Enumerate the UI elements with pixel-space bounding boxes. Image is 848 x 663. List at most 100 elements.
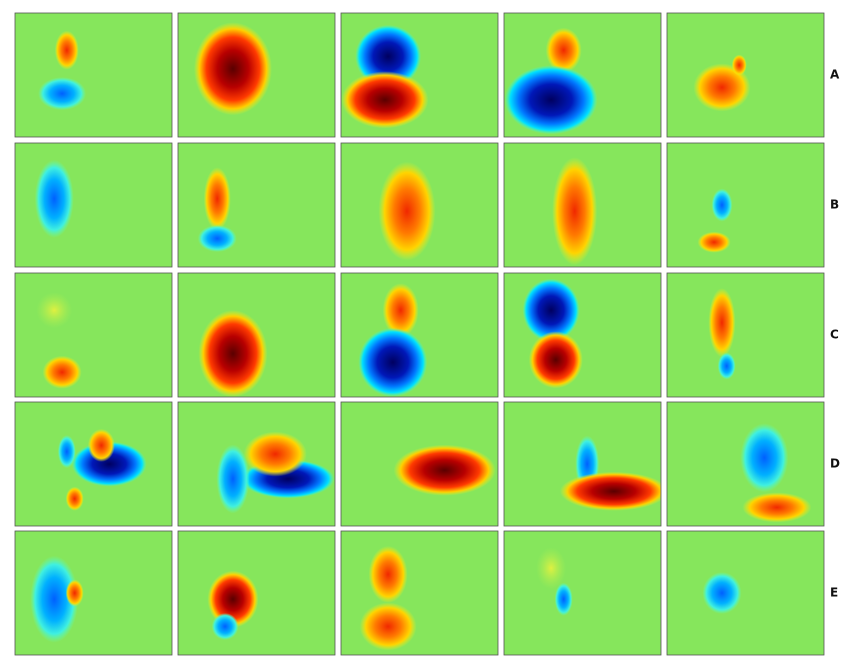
panel-blobs [740,423,812,523]
panel-blobs [38,30,87,111]
panel-background [504,531,661,655]
panel-background [667,143,824,267]
heatmap-panel [666,272,825,398]
heatmap-panel [177,401,336,527]
panel-blobs [504,27,598,135]
panel-blobs [57,428,147,511]
panel-blobs [552,157,598,266]
activation-blob [697,231,731,253]
panel-border [503,272,662,398]
panel-background [15,273,172,397]
panel-blobs [559,435,661,511]
panel-blobs [522,278,583,389]
panel-blobs [702,572,742,614]
panel-background [504,273,661,397]
heatmap-panel [14,530,173,656]
panel-blobs [393,444,496,496]
panel-border [177,272,336,398]
panel-border [503,530,662,656]
heatmap-panel [340,12,499,138]
activation-blob [243,431,307,477]
panel-border [503,142,662,268]
heatmap-panel [14,401,173,527]
activation-blob [545,27,582,73]
activation-blob [702,572,742,614]
panel-border [14,530,173,656]
activation-blob [216,444,250,514]
activation-blob [536,547,567,590]
panel-border [14,401,173,527]
panel-border [14,12,173,138]
activation-blob [211,612,239,640]
panel-border [340,401,499,527]
activation-blob [528,331,583,389]
panel-background [667,273,824,397]
activation-blob [30,555,79,643]
heatmap-panel [340,272,499,398]
panel-background [15,13,172,137]
row-label: D [830,457,840,471]
panel-border [666,12,825,138]
panel-blobs [36,292,82,389]
heatmap-panel [177,142,336,268]
activation-blob [341,71,429,129]
panel-border [503,401,662,527]
heatmap-panel [503,142,662,268]
heatmap-panel [666,401,825,527]
panel-border [503,12,662,138]
panel-border [666,272,825,398]
activation-blob [34,159,74,238]
activation-blob [355,24,422,88]
heatmap-panel [340,530,499,656]
activation-blob [198,310,268,397]
heatmap-panel [503,530,662,656]
heatmap-panel [503,401,662,527]
activation-blob [393,444,496,496]
panel-border [666,530,825,656]
panel-blobs [341,24,429,129]
heatmap-panel [666,142,825,268]
heatmap-panel [14,142,173,268]
panel-border [340,272,499,398]
panel-border [340,12,499,138]
heatmap-panel [503,12,662,138]
activation-blob [708,288,736,358]
row-label: E [830,586,838,600]
activation-blob [559,471,661,511]
heatmap-panel [177,272,336,398]
activation-blob [740,423,789,493]
heatmap-panel [340,401,499,527]
panel-blobs [30,555,84,643]
activation-blob [742,492,812,523]
panel-border [340,142,499,268]
panel-blobs [693,54,751,112]
heatmap-panel [177,12,336,138]
panel-border [340,530,499,656]
panel-blobs [197,167,237,252]
panel-blobs [359,545,417,651]
heatmap-panel [14,12,173,138]
activation-blob [552,157,598,266]
activation-blob [42,355,82,389]
row-label: C [830,328,839,342]
activation-blob [504,65,598,135]
panel-border [666,142,825,268]
panel-blobs [697,188,733,253]
panel-border [177,530,336,656]
activation-blob [358,327,428,397]
activation-blob [693,63,751,112]
activation-blob [522,278,580,342]
activation-blob [197,224,237,252]
heatmap-panel [503,272,662,398]
row-labels: A B C D E [830,68,840,600]
activation-blob [711,188,733,222]
panel-blobs [708,288,736,380]
heatmap-panel [340,142,499,268]
activation-blob [731,54,747,76]
heatmap-panel [14,272,173,398]
activation-blob [65,486,84,511]
panel-border [177,401,336,527]
activation-blob [368,545,408,603]
